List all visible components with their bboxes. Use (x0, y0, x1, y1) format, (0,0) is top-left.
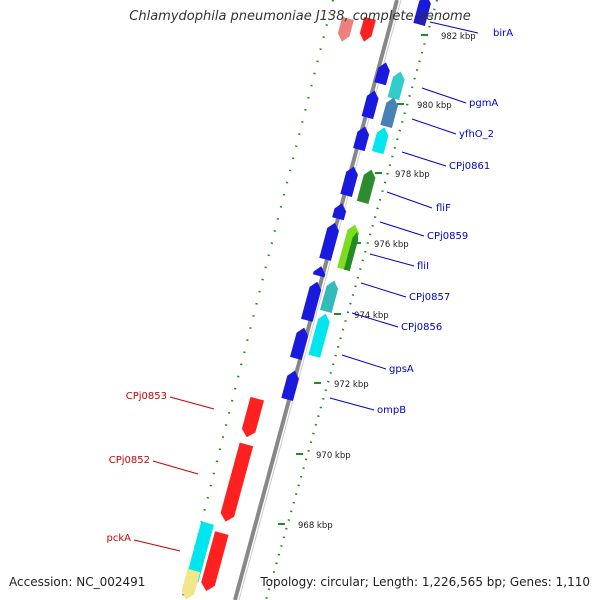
cds-forward-10 (290, 327, 309, 360)
product-forward-2 (380, 97, 398, 128)
cds-reverse-2 (337, 16, 354, 42)
cds-reverse-4 (220, 442, 254, 522)
ruler-label: 976 kbp (374, 240, 409, 250)
gene-leader-line (341, 354, 387, 370)
gene-leader-line (152, 460, 199, 475)
accession-label: Accession: NC_002491 (9, 575, 146, 589)
gene-leader-line (429, 21, 479, 34)
cds-reverse-5 (201, 531, 229, 591)
gene-label-forward: fliF (436, 203, 451, 214)
feature-layer (181, 0, 431, 600)
gene-label-forward: CPj0857 (409, 292, 450, 303)
cds-reverse-3 (241, 396, 264, 438)
topology-label: Topology: circular; Length: 1,226,565 bp… (260, 575, 590, 589)
cds-forward-11 (281, 370, 299, 401)
gene-leader-line (421, 87, 467, 104)
product-forward-5 (337, 224, 359, 271)
gene-leader-line (411, 118, 457, 135)
cds-forward-5 (340, 166, 358, 197)
ruler-label: 968 kbp (298, 521, 333, 531)
cds-forward-9 (301, 281, 322, 322)
cds-forward-1 (413, 0, 431, 26)
cds-forward-6 (332, 203, 347, 221)
gene-leader-line (369, 253, 415, 267)
gene-leader-line (133, 539, 181, 552)
gene-leader-line (360, 282, 407, 298)
product-forward-6 (320, 280, 339, 313)
gene-leader-line (351, 312, 399, 328)
cds-forward-8 (312, 266, 326, 278)
gene-label-reverse: CPj0852 (109, 455, 150, 466)
ruler-label: 982 kbp (441, 32, 476, 42)
gene-label-forward: CPj0861 (449, 161, 490, 172)
ruler-label: 980 kbp (417, 101, 452, 111)
gene-label-reverse: CPj0853 (126, 391, 167, 402)
gene-label-forward: gpsA (389, 364, 414, 375)
gene-leader-line (401, 151, 447, 167)
cds-forward-7 (319, 222, 339, 261)
gene-leader-line (329, 397, 375, 411)
product-forward-1 (387, 71, 405, 101)
gene-label-forward: pgmA (469, 98, 498, 109)
label-layer: 982 kbp 980 kbp 978 kbp 976 kbp 974 kbp 972 k… (107, 21, 513, 552)
gene-leader-line (386, 191, 433, 209)
gene-label-forward: fliI (417, 261, 429, 272)
map-title: Chlamydophila pneumoniae J138, complete … (129, 9, 471, 24)
product-forward-5b (343, 231, 359, 272)
cds-reverse-1 (359, 16, 376, 42)
product-forward-7 (308, 313, 330, 358)
ruler-label: 974 kbp (354, 311, 389, 321)
cds-forward-4 (353, 126, 370, 152)
cds-forward-2 (374, 62, 390, 86)
product-forward-4 (356, 169, 376, 204)
product-forward-3 (371, 127, 389, 155)
gene-label-reverse: pckA (107, 533, 132, 544)
ruler-label: 972 kbp (334, 380, 369, 390)
gene-label-forward: ompB (377, 405, 406, 416)
gene-label-forward: yfhO_2 (459, 129, 494, 140)
gene-label-forward: CPj0856 (401, 322, 442, 333)
gene-leader-line (169, 396, 215, 410)
ruler-label: 970 kbp (316, 451, 351, 461)
gene-label-forward: CPj0859 (427, 231, 468, 242)
cds-forward-3 (361, 90, 379, 120)
gene-label-forward: birA (493, 28, 513, 39)
gene-leader-line (379, 221, 425, 237)
genome-backbone-inner (238, 0, 402, 600)
product-reverse-6 (181, 568, 201, 600)
ruler-label: 978 kbp (395, 170, 430, 180)
